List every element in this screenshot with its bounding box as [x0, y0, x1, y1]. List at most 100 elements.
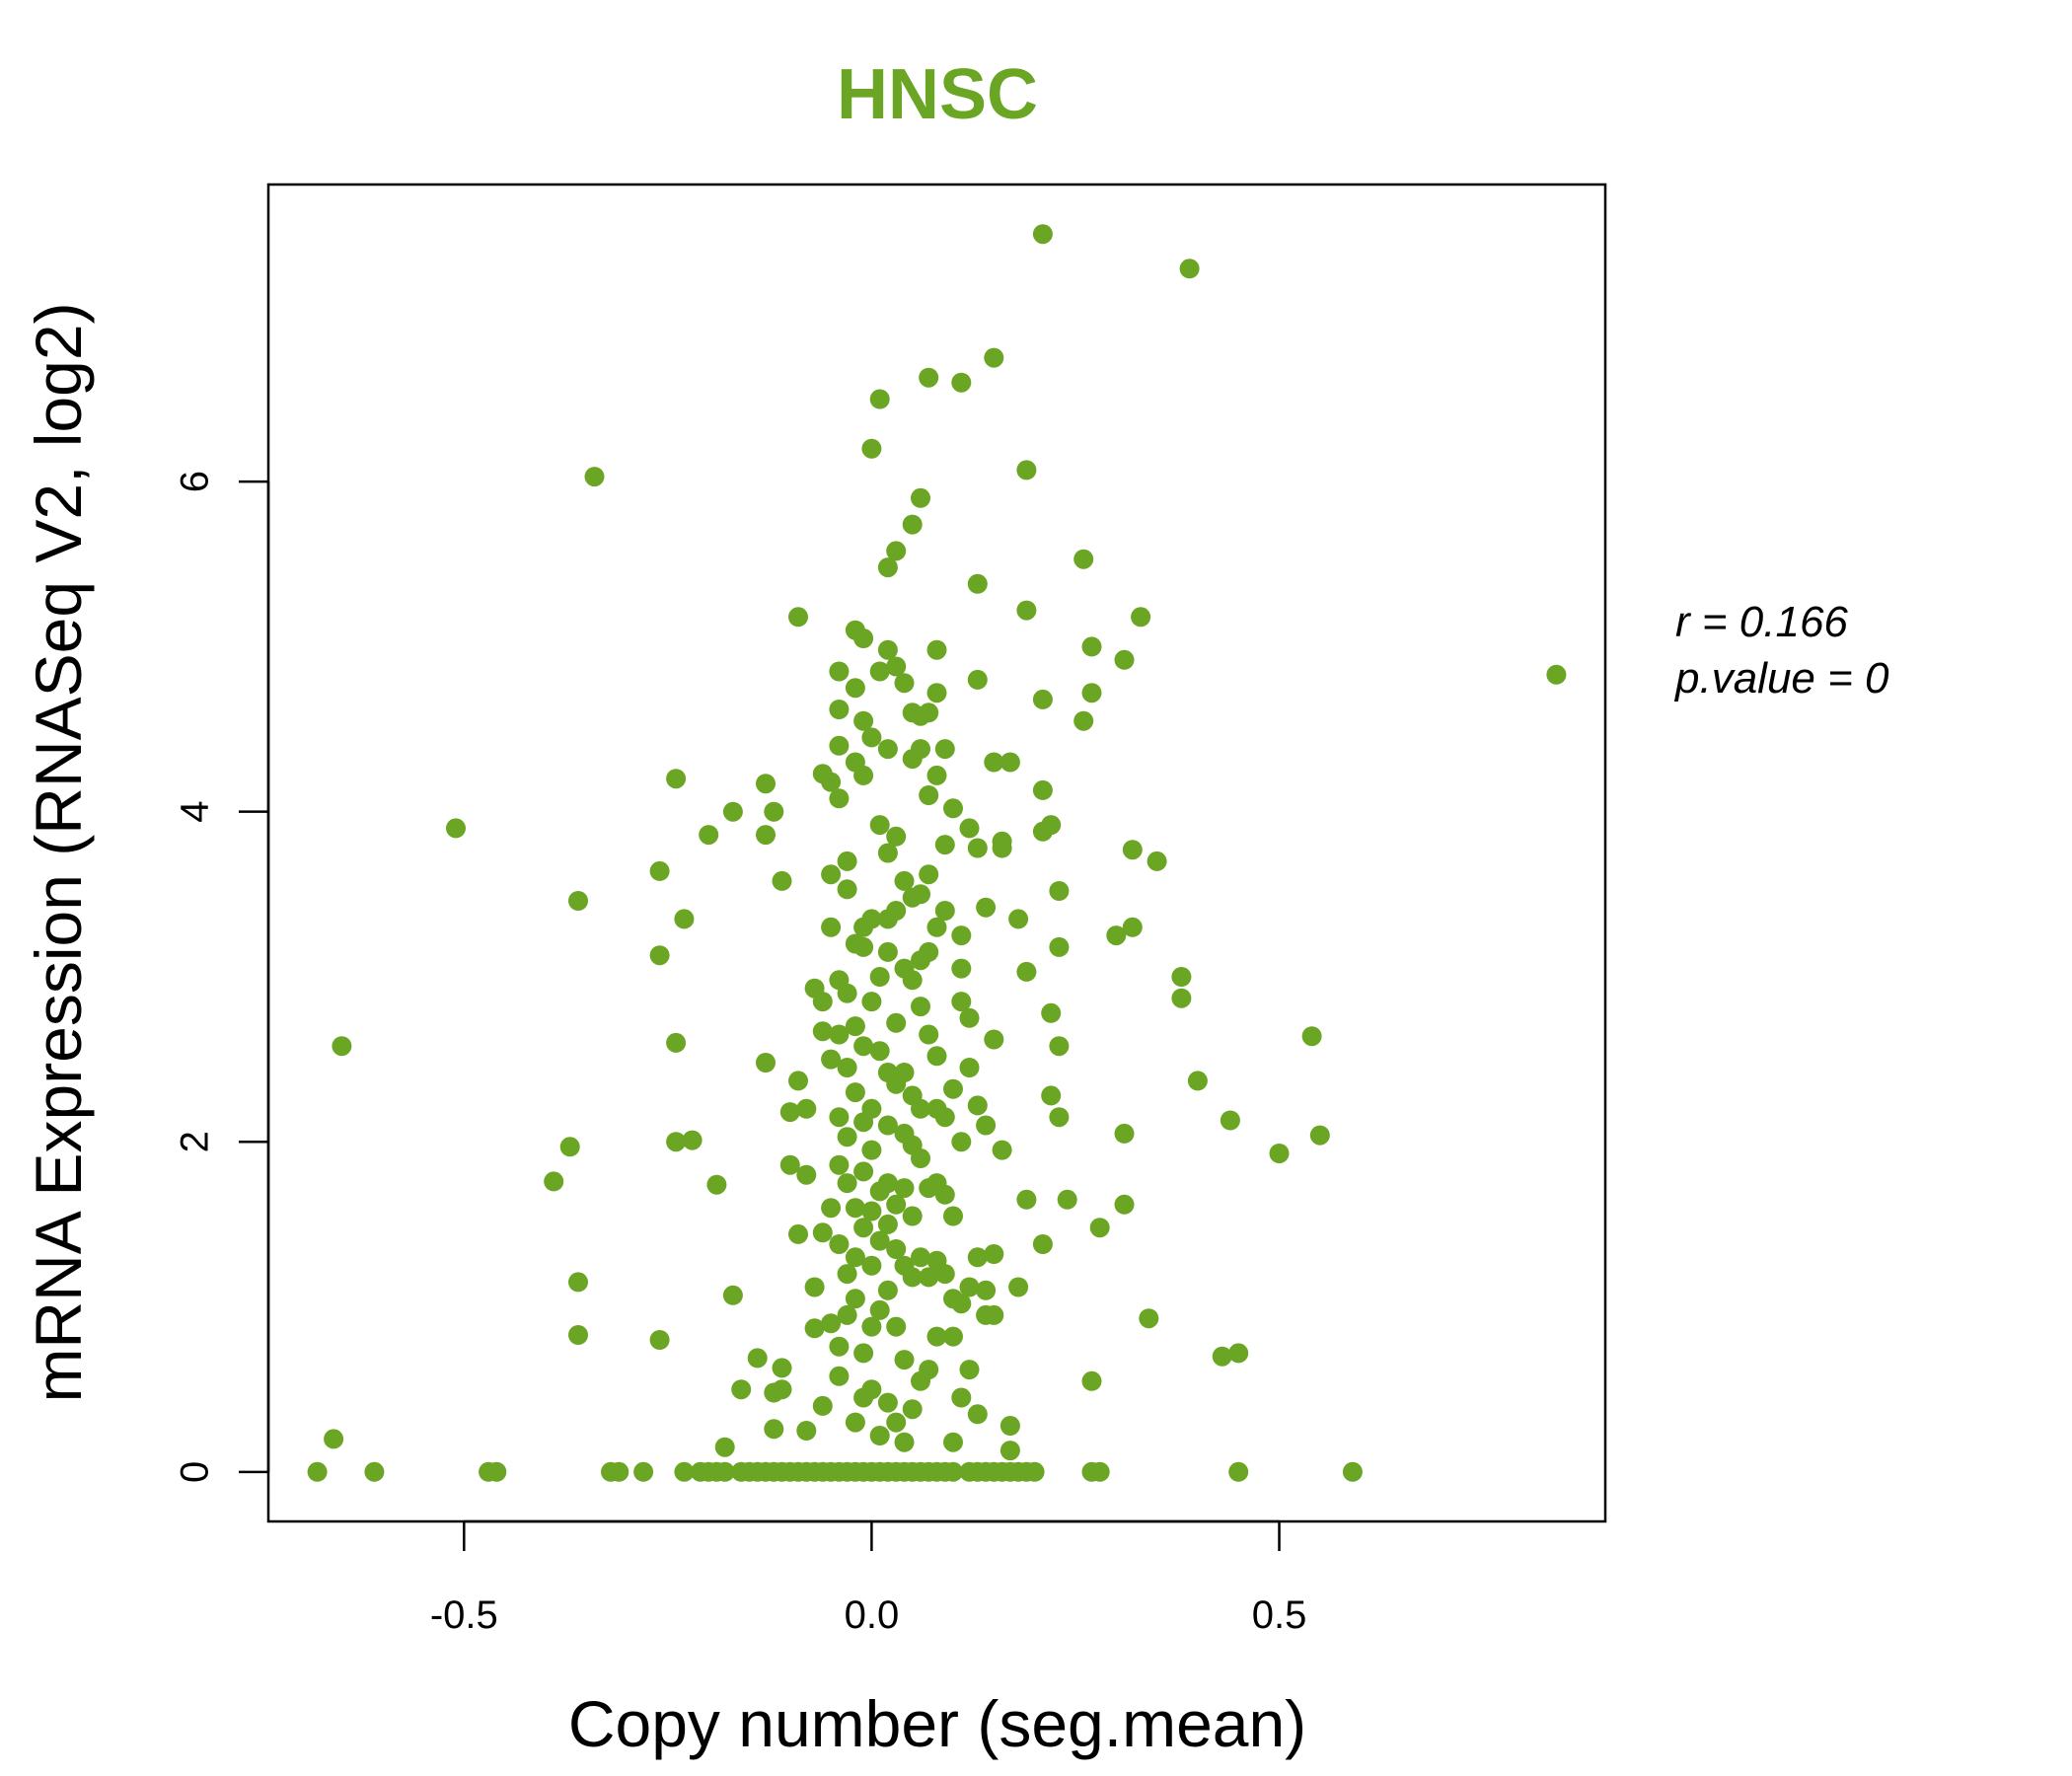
- data-point: [894, 870, 915, 891]
- data-point: [894, 1178, 915, 1199]
- data-point: [919, 785, 939, 805]
- data-point: [1057, 1189, 1077, 1210]
- data-point: [886, 826, 907, 847]
- data-point: [1342, 1461, 1363, 1482]
- data-point: [829, 1154, 850, 1175]
- data-point: [934, 1107, 955, 1128]
- data-point: [1179, 259, 1200, 279]
- data-point: [1122, 917, 1143, 937]
- data-point: [869, 1230, 890, 1251]
- data-point: [722, 1285, 743, 1305]
- data-point: [869, 1299, 890, 1320]
- data-point: [919, 864, 939, 885]
- data-point: [1106, 925, 1127, 946]
- data-point: [877, 639, 898, 660]
- data-point: [861, 1201, 882, 1221]
- data-point: [959, 1058, 980, 1077]
- data-point: [649, 1330, 670, 1350]
- data-point: [1016, 600, 1037, 621]
- data-point: [967, 573, 988, 594]
- data-point: [894, 1063, 915, 1082]
- data-point: [821, 772, 842, 792]
- data-point: [1032, 779, 1053, 800]
- data-point: [861, 438, 882, 459]
- data-point: [984, 1304, 1004, 1325]
- data-point: [926, 683, 947, 703]
- data-point: [877, 1214, 898, 1234]
- data-point: [1269, 1144, 1290, 1163]
- data-point: [714, 1461, 735, 1482]
- data-point: [869, 1426, 890, 1445]
- data-point: [861, 1255, 882, 1276]
- data-point: [951, 372, 972, 393]
- data-point: [869, 815, 890, 836]
- data-point: [999, 1441, 1020, 1461]
- x-axis: -0.5 0.0 0.5: [430, 1519, 1307, 1637]
- data-point: [999, 752, 1020, 773]
- data-point: [1049, 936, 1070, 957]
- data-point: [976, 897, 997, 918]
- data-point: [967, 1404, 988, 1425]
- data-point: [837, 1264, 857, 1285]
- y-tick-label: 6: [174, 471, 217, 492]
- data-point: [845, 1289, 865, 1309]
- data-point: [984, 1029, 1004, 1050]
- data-point: [861, 1316, 882, 1337]
- data-point: [324, 1429, 344, 1449]
- data-point: [911, 739, 930, 760]
- data-point: [877, 557, 898, 578]
- data-point: [446, 818, 466, 839]
- data-point: [1008, 909, 1029, 929]
- data-point: [951, 992, 972, 1012]
- data-point: [959, 1007, 980, 1028]
- data-point: [877, 843, 898, 863]
- data-point: [1081, 636, 1102, 657]
- data-point: [1024, 1461, 1045, 1482]
- data-point: [568, 891, 588, 911]
- data-point: [976, 1280, 997, 1300]
- data-point: [951, 1294, 972, 1314]
- data-point: [1008, 1277, 1029, 1297]
- data-point: [926, 917, 947, 937]
- data-point: [845, 678, 865, 699]
- data-point: [764, 1419, 784, 1440]
- data-point: [649, 945, 670, 966]
- data-point: [919, 1360, 939, 1380]
- r-annotation: r = 0.166: [1675, 598, 1848, 646]
- data-point: [877, 1115, 898, 1136]
- data-point: [943, 1461, 963, 1482]
- data-point: [934, 901, 955, 921]
- data-point: [853, 1161, 874, 1182]
- data-point: [861, 1098, 882, 1119]
- data-point: [877, 1280, 898, 1300]
- data-point: [869, 661, 890, 682]
- data-point: [1041, 815, 1062, 836]
- data-point: [1171, 967, 1192, 987]
- data-point: [772, 1358, 792, 1378]
- y-tick-label: 4: [174, 801, 217, 823]
- data-point: [886, 1412, 907, 1433]
- data-point: [926, 1046, 947, 1067]
- data-point: [706, 1174, 727, 1195]
- y-tick-label: 2: [174, 1131, 217, 1152]
- data-point: [1301, 1026, 1322, 1047]
- y-axis: 0 2 4 6: [174, 471, 270, 1483]
- data-point: [853, 1218, 874, 1238]
- data-point: [886, 1194, 907, 1215]
- data-point: [1016, 1189, 1037, 1210]
- data-point: [821, 864, 842, 885]
- data-point: [829, 1107, 850, 1128]
- data-point: [837, 1173, 857, 1194]
- data-point: [837, 1127, 857, 1147]
- data-point: [902, 1267, 923, 1288]
- data-point: [992, 1140, 1012, 1160]
- data-point: [544, 1171, 564, 1192]
- data-point: [804, 1277, 825, 1297]
- x-tick-label: 0.5: [1252, 1593, 1307, 1637]
- data-point: [861, 909, 882, 929]
- data-point: [1114, 1194, 1135, 1215]
- data-point: [853, 1343, 874, 1364]
- data-point: [829, 700, 850, 719]
- data-point: [919, 1024, 939, 1045]
- data-point: [1114, 1123, 1135, 1144]
